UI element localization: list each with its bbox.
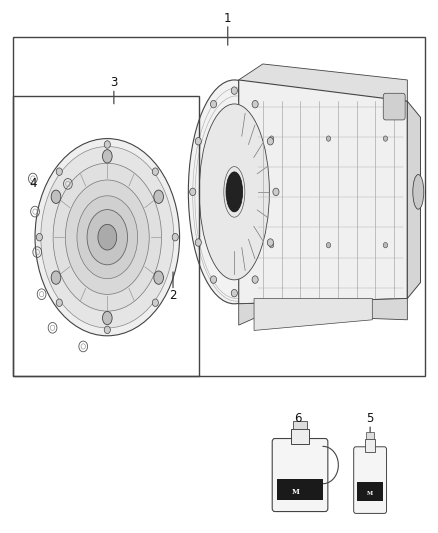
Circle shape bbox=[152, 168, 159, 175]
Circle shape bbox=[231, 289, 237, 297]
Circle shape bbox=[195, 239, 201, 246]
Text: 1: 1 bbox=[224, 12, 232, 25]
Polygon shape bbox=[239, 298, 407, 325]
Ellipse shape bbox=[154, 271, 163, 284]
FancyBboxPatch shape bbox=[272, 439, 328, 512]
Ellipse shape bbox=[98, 224, 117, 250]
Ellipse shape bbox=[51, 190, 61, 204]
Circle shape bbox=[36, 233, 42, 241]
Circle shape bbox=[104, 326, 110, 334]
Text: 4: 4 bbox=[29, 177, 37, 190]
Circle shape bbox=[152, 299, 159, 306]
Circle shape bbox=[273, 188, 279, 196]
Ellipse shape bbox=[65, 180, 149, 294]
Ellipse shape bbox=[413, 175, 424, 209]
Circle shape bbox=[326, 136, 331, 141]
Bar bbox=[365, 439, 375, 452]
Circle shape bbox=[252, 100, 258, 108]
Text: 2: 2 bbox=[169, 289, 177, 302]
Ellipse shape bbox=[51, 271, 61, 284]
Text: 6: 6 bbox=[294, 412, 302, 425]
Ellipse shape bbox=[53, 163, 162, 311]
Bar bbox=[13, 96, 199, 376]
Ellipse shape bbox=[41, 147, 174, 328]
Circle shape bbox=[326, 243, 331, 248]
Bar bbox=[277, 480, 323, 505]
Bar bbox=[357, 482, 383, 506]
Bar bbox=[277, 500, 323, 505]
Circle shape bbox=[231, 87, 237, 94]
Ellipse shape bbox=[102, 150, 112, 163]
Ellipse shape bbox=[199, 104, 269, 280]
Text: 5: 5 bbox=[367, 412, 374, 425]
Circle shape bbox=[210, 276, 216, 284]
Circle shape bbox=[104, 141, 110, 148]
Ellipse shape bbox=[154, 190, 163, 204]
Bar bbox=[291, 430, 309, 445]
Text: M: M bbox=[367, 491, 373, 496]
Circle shape bbox=[267, 138, 273, 145]
Text: 3: 3 bbox=[110, 76, 117, 89]
FancyBboxPatch shape bbox=[383, 93, 405, 120]
Polygon shape bbox=[239, 64, 407, 101]
Circle shape bbox=[56, 299, 62, 306]
Text: M: M bbox=[292, 488, 300, 496]
Circle shape bbox=[269, 243, 274, 248]
Circle shape bbox=[267, 239, 273, 246]
Circle shape bbox=[190, 188, 196, 196]
Circle shape bbox=[252, 276, 258, 284]
FancyBboxPatch shape bbox=[354, 447, 386, 513]
Ellipse shape bbox=[87, 209, 127, 265]
Circle shape bbox=[383, 136, 388, 141]
Bar bbox=[357, 501, 383, 506]
Bar bbox=[13, 37, 425, 376]
Ellipse shape bbox=[226, 172, 243, 212]
Circle shape bbox=[172, 233, 178, 241]
Ellipse shape bbox=[102, 311, 112, 325]
Circle shape bbox=[56, 168, 62, 175]
Ellipse shape bbox=[188, 80, 280, 304]
Ellipse shape bbox=[35, 139, 180, 336]
Circle shape bbox=[383, 243, 388, 248]
Bar bbox=[293, 422, 307, 430]
Circle shape bbox=[269, 136, 274, 141]
Circle shape bbox=[210, 100, 216, 108]
Ellipse shape bbox=[77, 196, 138, 279]
Circle shape bbox=[195, 138, 201, 145]
Polygon shape bbox=[407, 101, 420, 298]
Polygon shape bbox=[239, 80, 407, 304]
Polygon shape bbox=[254, 298, 372, 330]
Bar bbox=[366, 432, 374, 439]
